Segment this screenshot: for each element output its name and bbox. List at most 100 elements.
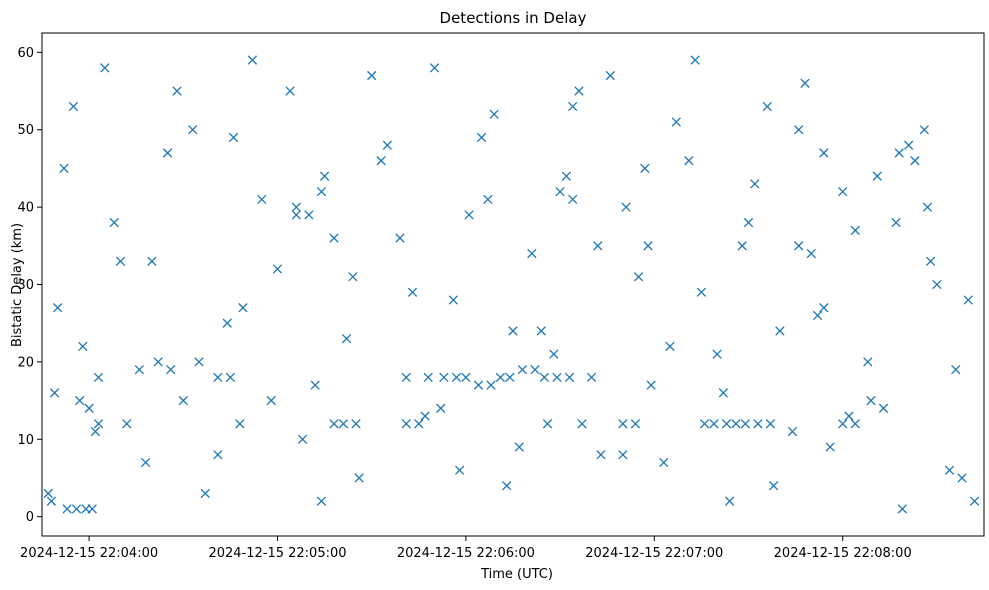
data-point	[304, 210, 314, 220]
data-point	[561, 171, 572, 181]
data-point	[850, 419, 860, 429]
data-point	[464, 210, 474, 220]
data-point	[633, 272, 644, 282]
data-point	[247, 55, 258, 65]
data-point	[568, 194, 578, 205]
data-point	[825, 442, 835, 452]
y-tick-label: 10	[17, 433, 34, 448]
data-point	[894, 148, 904, 158]
data-point	[725, 496, 735, 506]
data-point	[178, 395, 188, 406]
data-point	[800, 78, 810, 88]
y-tick-label: 30	[17, 278, 34, 293]
data-point	[483, 194, 493, 205]
data-point	[712, 349, 722, 359]
data-point	[903, 140, 914, 150]
data-point	[542, 419, 553, 429]
data-point	[93, 419, 104, 429]
data-point	[740, 419, 751, 429]
data-point	[969, 496, 980, 506]
data-point	[329, 233, 339, 243]
data-point	[461, 372, 471, 383]
data-point	[376, 156, 386, 166]
data-point	[659, 457, 669, 468]
data-point	[401, 372, 411, 383]
data-point	[134, 364, 144, 375]
data-point	[49, 388, 60, 398]
data-point	[794, 125, 804, 135]
data-point	[564, 372, 575, 383]
data-point	[630, 419, 641, 429]
data-point	[43, 488, 53, 499]
data-point	[194, 357, 204, 367]
data-point	[257, 194, 267, 205]
data-point	[765, 419, 776, 429]
data-point	[71, 504, 82, 514]
plot-area-frame	[41, 32, 985, 537]
data-point	[593, 241, 603, 251]
data-point	[539, 372, 550, 383]
data-point	[78, 341, 88, 352]
data-point	[75, 395, 85, 406]
data-point	[222, 318, 232, 328]
data-point	[454, 465, 465, 475]
data-point	[684, 156, 694, 166]
data-point	[743, 217, 754, 228]
y-tick-label: 50	[17, 123, 34, 138]
data-point	[166, 364, 176, 375]
data-point	[489, 109, 499, 119]
data-point	[291, 210, 301, 220]
data-point	[188, 125, 198, 135]
data-point	[200, 488, 210, 499]
data-point	[153, 357, 163, 367]
data-point	[46, 496, 57, 506]
data-point	[448, 295, 458, 305]
data-point	[420, 411, 430, 421]
data-point	[806, 248, 816, 259]
data-point	[439, 372, 449, 383]
y-axis-ticks: 0 10 20 30 40 50 60	[17, 46, 42, 525]
data-point	[414, 419, 424, 429]
data-point	[838, 419, 848, 429]
data-point	[762, 101, 772, 112]
y-axis-label: Bistatic Delay (km)	[10, 223, 25, 347]
data-point	[944, 465, 955, 475]
data-point	[451, 372, 462, 383]
data-point	[951, 364, 961, 375]
data-point	[228, 132, 239, 143]
data-point	[897, 504, 908, 514]
x-tick-label: 2024-12-15 22:08:00	[774, 546, 912, 561]
data-point	[872, 171, 882, 181]
data-point	[891, 217, 901, 228]
x-tick-label: 2024-12-15 22:06:00	[397, 546, 535, 561]
data-point	[429, 63, 440, 73]
data-point	[552, 372, 562, 383]
data-point	[100, 63, 110, 73]
data-point	[162, 148, 173, 158]
data-point	[646, 380, 656, 390]
data-point	[775, 326, 785, 336]
data-point	[62, 504, 72, 514]
data-point	[297, 434, 308, 444]
data-point	[527, 248, 537, 259]
data-point	[555, 186, 565, 197]
data-point	[690, 55, 700, 65]
data-point	[794, 241, 804, 251]
data-point	[495, 372, 506, 383]
chart-title: Detections in Delay	[440, 9, 587, 27]
data-point	[586, 372, 597, 383]
data-point	[838, 186, 848, 197]
x-tick-label: 2024-12-15 22:04:00	[20, 546, 158, 561]
data-point	[109, 217, 119, 228]
data-point	[812, 310, 823, 321]
y-tick-label: 40	[17, 201, 34, 216]
data-point	[272, 264, 283, 274]
data-point	[316, 186, 327, 197]
data-point	[213, 450, 223, 460]
data-point	[621, 202, 631, 212]
y-tick-label: 60	[17, 46, 34, 61]
data-point	[338, 419, 349, 429]
data-point	[963, 295, 973, 305]
